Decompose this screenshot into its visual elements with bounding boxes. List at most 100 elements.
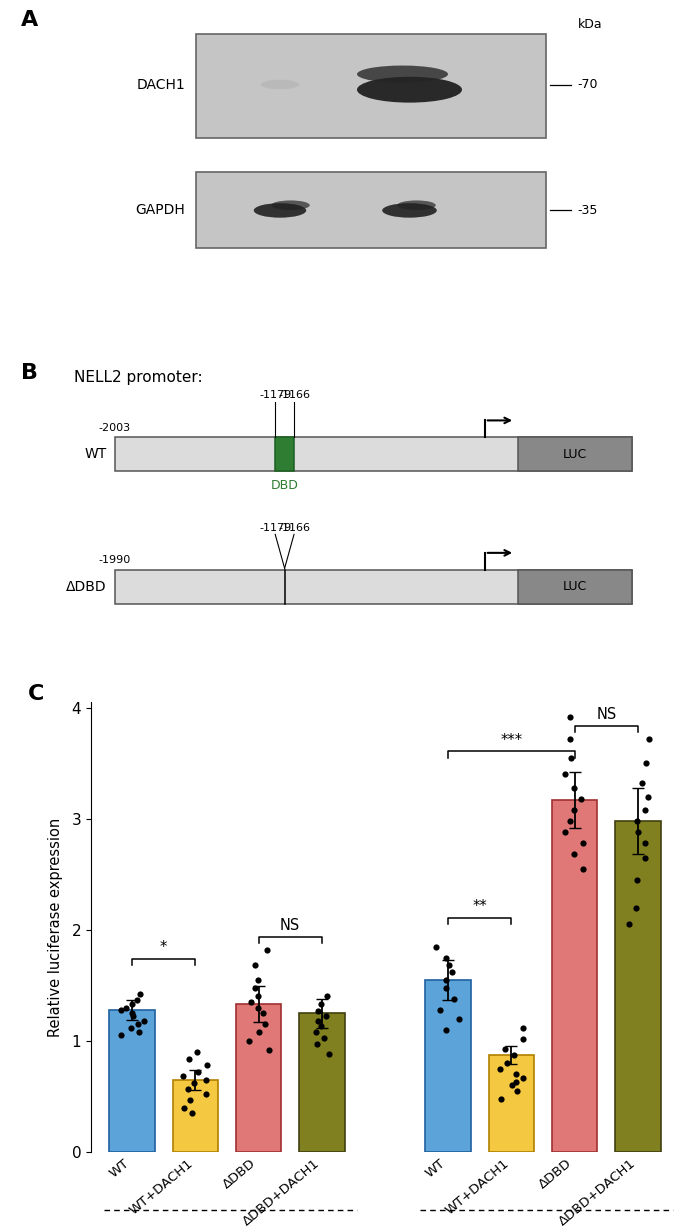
Point: [633, 822, 644, 841]
Bar: [236, 1004, 281, 1152]
Point: [200, 1084, 211, 1104]
Text: **: **: [473, 899, 487, 914]
Point: [564, 811, 575, 830]
Point: [564, 707, 575, 727]
Point: [631, 811, 643, 830]
Point: [496, 1089, 507, 1109]
Point: [257, 1003, 268, 1023]
Text: NS: NS: [280, 918, 300, 933]
Point: [312, 1035, 323, 1055]
Bar: [426, 979, 471, 1152]
Point: [449, 989, 460, 1009]
Point: [120, 998, 132, 1018]
Point: [642, 787, 653, 807]
Point: [116, 1000, 127, 1020]
Ellipse shape: [253, 203, 307, 218]
Y-axis label: Relative luciferase expression: Relative luciferase expression: [48, 818, 63, 1036]
Point: [116, 1025, 127, 1045]
Point: [560, 822, 571, 841]
Text: NS: NS: [596, 707, 617, 722]
Point: [318, 1027, 329, 1047]
Ellipse shape: [398, 201, 435, 211]
Point: [313, 1002, 324, 1021]
Point: [565, 748, 576, 768]
Point: [183, 1079, 194, 1099]
Point: [201, 1069, 212, 1089]
Point: [191, 1042, 202, 1062]
Point: [508, 1046, 519, 1066]
Point: [253, 970, 264, 989]
Bar: [275, 437, 294, 471]
Text: LUC: LUC: [564, 447, 587, 461]
Point: [624, 914, 635, 934]
Point: [132, 1014, 144, 1034]
Point: [631, 870, 642, 890]
Text: -35: -35: [578, 205, 598, 217]
Point: [565, 729, 576, 749]
Point: [127, 1003, 138, 1023]
Point: [127, 994, 138, 1014]
Bar: [519, 569, 632, 604]
Point: [435, 1000, 446, 1020]
Point: [262, 940, 273, 960]
Point: [575, 788, 587, 808]
Point: [315, 1016, 326, 1036]
Ellipse shape: [357, 76, 462, 102]
Bar: [196, 172, 546, 249]
Bar: [519, 437, 632, 471]
Point: [639, 800, 650, 819]
Point: [443, 956, 454, 976]
Point: [568, 800, 580, 819]
Text: -70: -70: [578, 78, 598, 91]
Point: [517, 1029, 528, 1048]
Point: [183, 1048, 194, 1068]
Ellipse shape: [382, 203, 437, 218]
Point: [188, 1073, 199, 1093]
Text: DBD: DBD: [271, 479, 299, 492]
Point: [253, 987, 264, 1007]
Point: [322, 987, 333, 1007]
Point: [259, 1014, 270, 1034]
Text: B: B: [21, 363, 38, 383]
Point: [440, 947, 452, 967]
Point: [507, 1076, 518, 1095]
Point: [510, 1064, 522, 1084]
Point: [139, 1011, 150, 1031]
Point: [501, 1053, 512, 1073]
Bar: [299, 1013, 344, 1152]
Bar: [489, 1056, 534, 1152]
Point: [440, 1020, 452, 1040]
Text: DACH1: DACH1: [136, 78, 186, 91]
Point: [315, 994, 326, 1014]
Point: [578, 833, 589, 853]
Point: [184, 1090, 195, 1110]
Point: [517, 1068, 528, 1088]
Point: [511, 1072, 522, 1092]
Text: WT: WT: [85, 447, 106, 461]
Point: [312, 1011, 323, 1031]
Point: [441, 970, 452, 989]
Point: [323, 1045, 334, 1064]
Text: GAPDH: GAPDH: [136, 203, 186, 217]
Point: [568, 844, 580, 864]
Text: -1179: -1179: [259, 522, 291, 532]
Bar: [552, 800, 597, 1152]
Point: [250, 978, 261, 998]
Point: [252, 998, 263, 1018]
Ellipse shape: [357, 65, 448, 83]
Point: [643, 729, 655, 749]
Bar: [109, 1010, 155, 1152]
Point: [250, 956, 261, 976]
Point: [441, 978, 452, 998]
Text: LUC: LUC: [564, 580, 587, 594]
Text: NELL2 promoter:: NELL2 promoter:: [74, 370, 203, 384]
Bar: [615, 821, 661, 1152]
Point: [201, 1056, 212, 1076]
Text: *: *: [160, 940, 167, 955]
Text: -1166: -1166: [278, 391, 310, 400]
Point: [187, 1103, 198, 1122]
Bar: [173, 1079, 218, 1152]
Point: [320, 1007, 331, 1026]
Text: -2003: -2003: [99, 423, 131, 432]
Point: [568, 777, 580, 797]
